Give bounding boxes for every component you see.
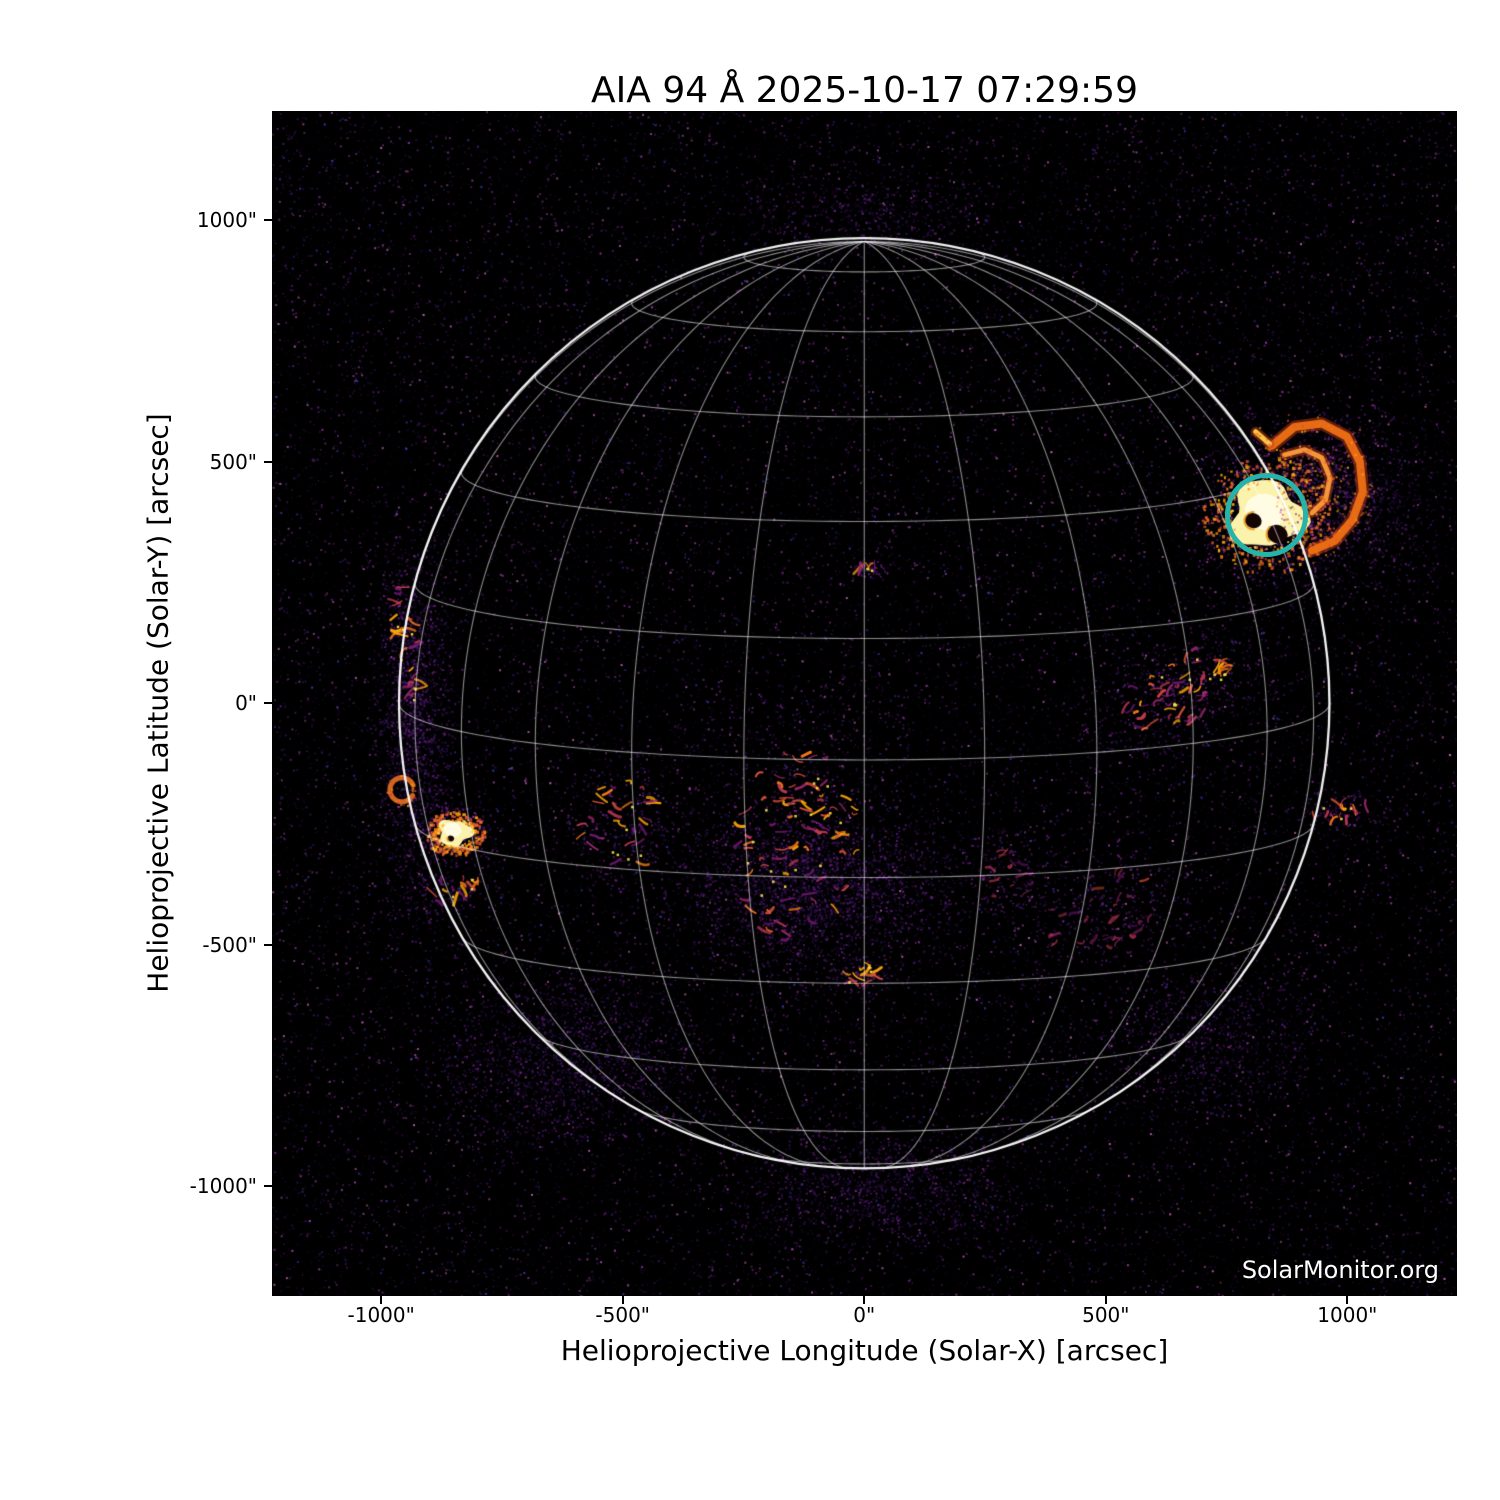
y-tick-mark	[264, 460, 272, 463]
x-tick-label: -500"	[595, 1303, 650, 1327]
watermark-text: SolarMonitor.org	[1241, 1256, 1439, 1284]
x-tick-label: 1000"	[1317, 1303, 1378, 1327]
y-tick-label: -1000"	[189, 1174, 257, 1199]
x-tick-mark	[863, 1296, 866, 1304]
y-tick-label: 0"	[235, 691, 257, 716]
y-tick-mark	[264, 943, 272, 946]
x-tick-label: 0"	[853, 1303, 876, 1327]
x-tick-label: 500"	[1082, 1303, 1130, 1327]
x-tick-label: -1000"	[347, 1303, 415, 1327]
x-axis-label: Helioprojective Longitude (Solar-X) [arc…	[560, 1334, 1169, 1367]
x-tick-mark	[380, 1296, 383, 1304]
solar-disk-image	[272, 111, 1457, 1296]
y-tick-mark	[264, 1185, 272, 1188]
plot-title: AIA 94 Å 2025-10-17 07:29:59	[591, 70, 1138, 111]
y-tick-label: 500"	[209, 449, 257, 474]
y-tick-mark	[264, 702, 272, 705]
y-tick-mark	[264, 219, 272, 222]
x-tick-mark	[1104, 1296, 1107, 1304]
y-tick-label: 1000"	[196, 208, 257, 233]
x-tick-mark	[1346, 1296, 1349, 1304]
x-tick-mark	[621, 1296, 624, 1304]
y-tick-label: -500"	[202, 932, 257, 957]
plot-area: SolarMonitor.org	[272, 111, 1457, 1296]
